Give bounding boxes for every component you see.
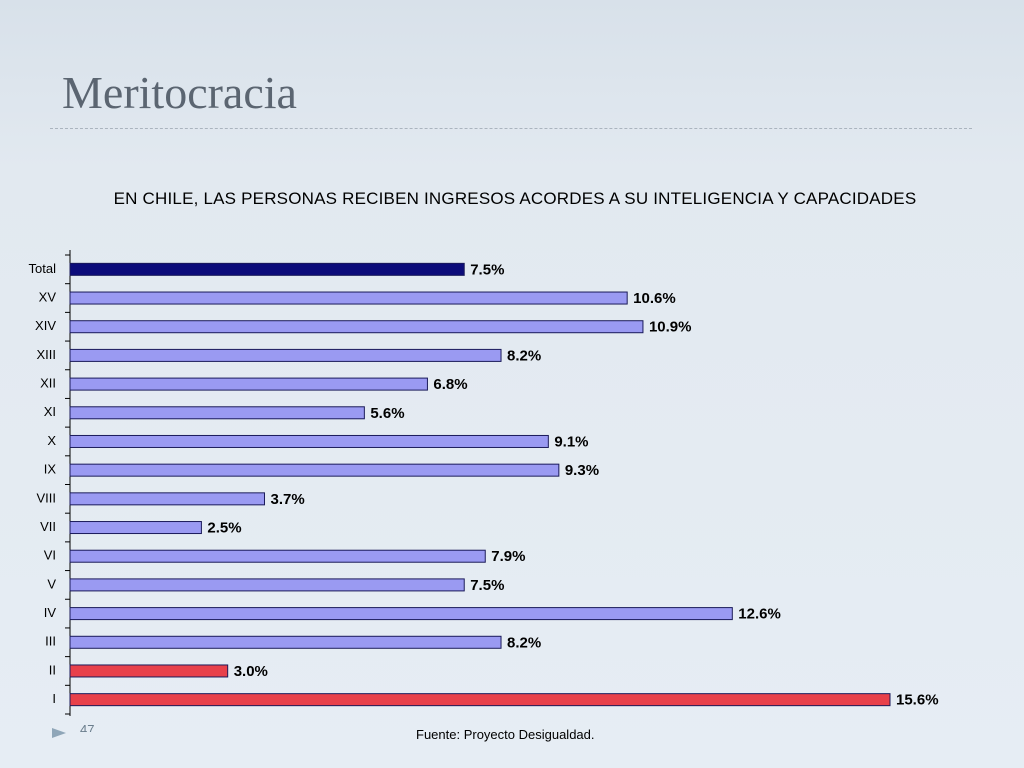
y-tick-label: XI (44, 404, 56, 419)
value-label: 5.6% (370, 405, 404, 422)
y-tick-label: IX (44, 462, 57, 477)
y-tick-label: XIII (36, 347, 56, 362)
bar (69, 463, 560, 477)
value-label: 3.0% (234, 663, 268, 680)
bar (69, 262, 465, 276)
bar (69, 521, 202, 535)
bar (69, 434, 549, 448)
value-label: 8.2% (507, 634, 541, 651)
chart-title: EN CHILE, LAS PERSONAS RECIBEN INGRESOS … (113, 189, 917, 208)
value-label: 8.2% (507, 347, 541, 364)
bar (69, 607, 733, 621)
y-tick-label: XIV (35, 318, 56, 333)
source-note: Fuente: Proyecto Desigualdad. (416, 727, 595, 742)
bar (69, 549, 486, 563)
y-tick-label: VIII (36, 490, 56, 505)
value-label: 9.3% (565, 462, 599, 479)
bar (69, 406, 365, 420)
y-tick-label: VII (40, 519, 56, 534)
bar (69, 291, 628, 305)
bar (69, 693, 891, 707)
y-tick-label: X (47, 433, 56, 448)
bullet-arrow (52, 728, 66, 738)
value-label: 7.5% (470, 577, 504, 594)
y-tick-label: IV (44, 605, 57, 620)
value-label: 7.9% (491, 548, 525, 565)
y-tick-label: II (49, 662, 56, 677)
y-tick-label: VI (44, 548, 56, 563)
slide-title: Meritocracia (62, 67, 297, 118)
y-tick-label: Total (29, 261, 57, 276)
bar (69, 664, 229, 678)
y-tick-label: I (52, 691, 56, 706)
value-label: 2.5% (207, 520, 241, 537)
bar (69, 578, 465, 592)
bar (69, 348, 502, 362)
value-label: 7.5% (470, 261, 504, 278)
value-label: 3.7% (270, 491, 304, 508)
value-label: 10.6% (633, 290, 676, 307)
value-label: 6.8% (433, 376, 467, 393)
bar (69, 492, 265, 506)
y-tick-label: V (47, 576, 56, 591)
y-tick-label: XII (40, 376, 56, 391)
value-label: 15.6% (896, 692, 939, 709)
bar (69, 635, 502, 649)
divider (50, 128, 972, 129)
y-tick-label: III (45, 634, 56, 649)
bar (69, 320, 644, 334)
value-label: 12.6% (738, 606, 781, 623)
slide-number: 47 (80, 722, 95, 732)
bar (69, 377, 428, 391)
value-label: 9.1% (554, 433, 588, 450)
y-tick-label: XV (39, 289, 57, 304)
value-label: 10.9% (649, 319, 692, 336)
